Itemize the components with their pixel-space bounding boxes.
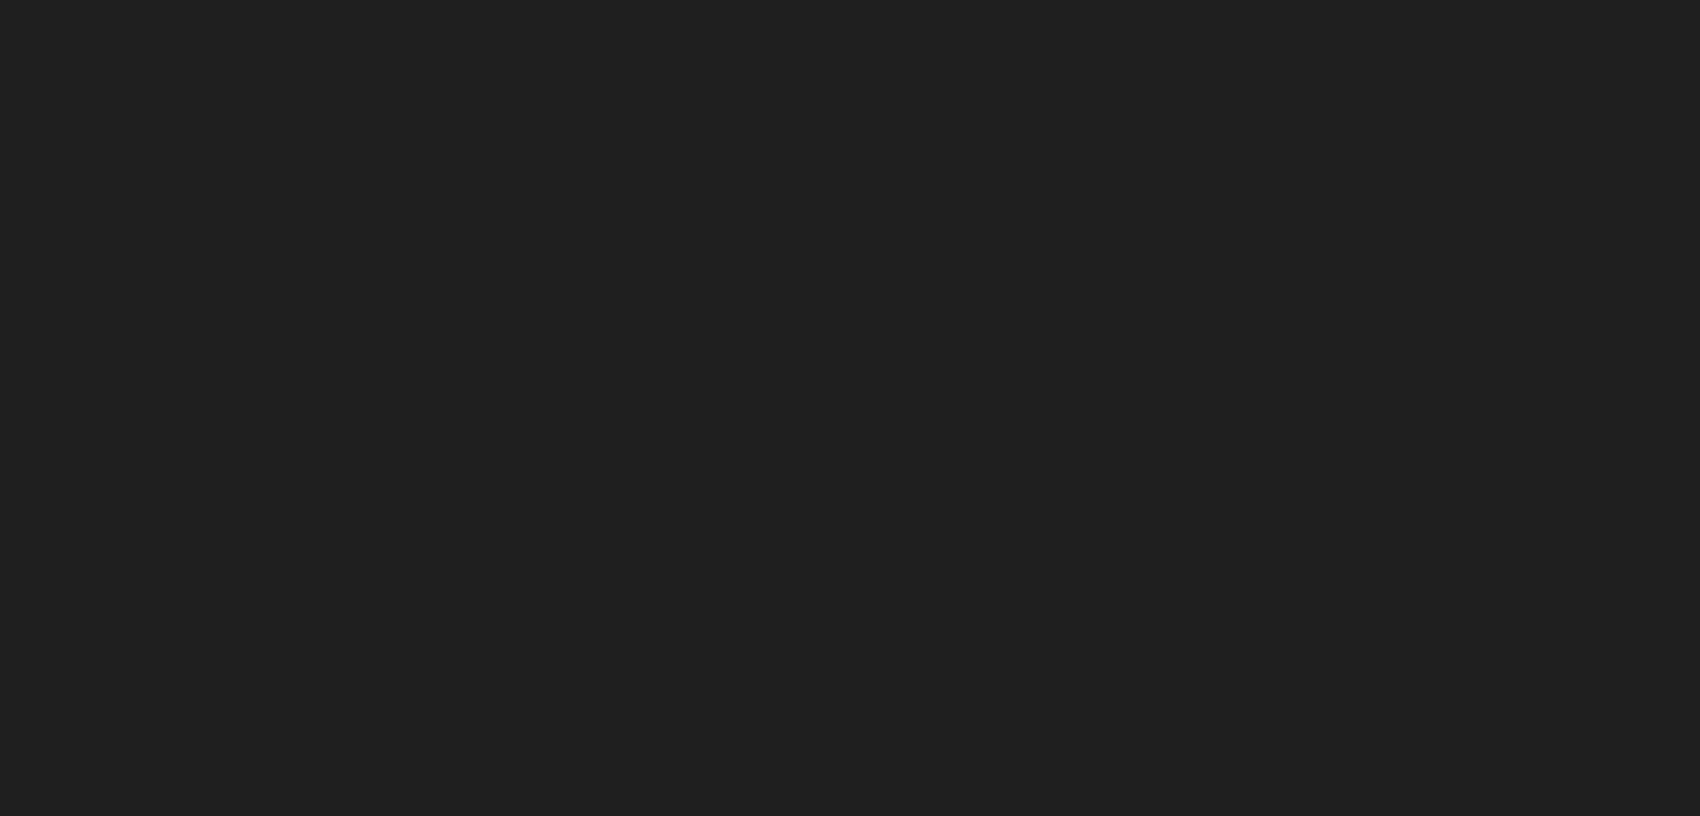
chart-background	[0, 0, 1700, 816]
frequency-response-screen	[0, 0, 1700, 816]
frequency-response-chart	[0, 0, 1700, 816]
